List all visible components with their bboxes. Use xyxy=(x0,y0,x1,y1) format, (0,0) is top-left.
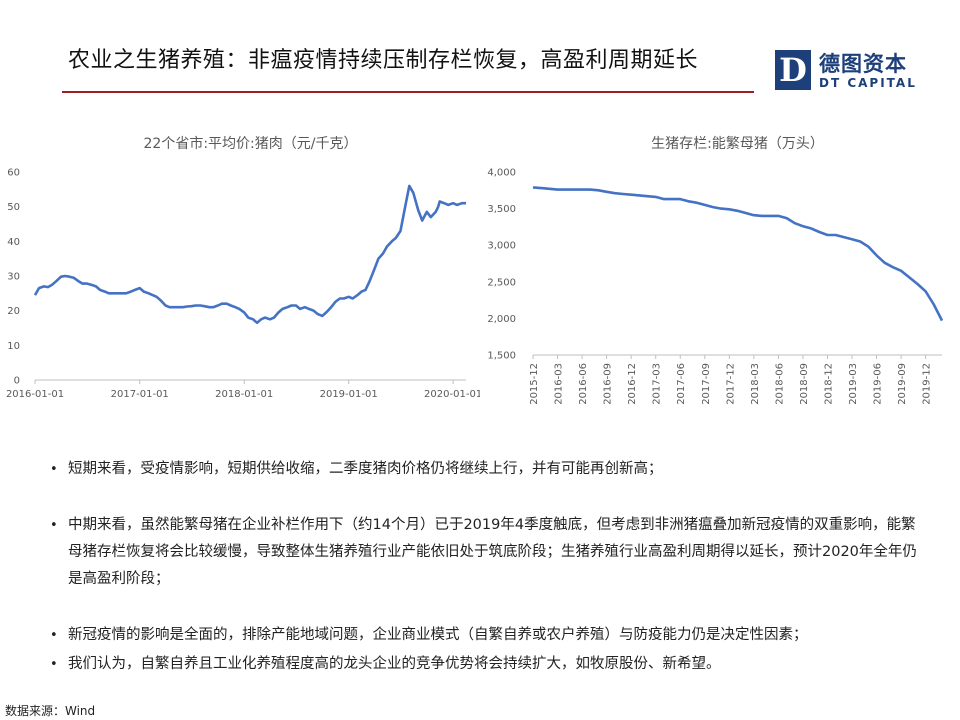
y-tick-label: 40 xyxy=(7,237,20,248)
y-tick-label: 1,500 xyxy=(487,351,516,362)
x-tick-label: 2016-03 xyxy=(554,363,565,405)
x-tick-label: 2017-12 xyxy=(725,363,736,405)
logo-cn-text: 德图资本 xyxy=(819,52,907,76)
x-tick-label: 2019-06 xyxy=(873,363,884,405)
y-tick-label: 60 xyxy=(7,168,20,179)
price-series-line xyxy=(33,184,466,325)
x-tick-label: 2018-12 xyxy=(823,363,834,405)
x-tick-label: 2019-01-01 xyxy=(320,389,378,400)
x-tick-label: 2018-01-01 xyxy=(215,389,273,400)
y-tick-label: 3,500 xyxy=(487,204,516,215)
y-tick-label: 0 xyxy=(14,376,20,387)
x-tick-label: 2018-06 xyxy=(774,363,785,405)
company-logo: D 德图资本 DT CAPITAL xyxy=(775,48,920,94)
y-tick-label: 4,000 xyxy=(487,168,516,179)
pork-price-chart: 22个省市:平均价:猪肉（元/千克） 0 10 20 30 40 50 60 2016-01-0… xyxy=(6,135,480,400)
slide-title: 农业之生猪养殖：非瘟疫情持续压制存栏恢复，高盈利周期延长 xyxy=(68,48,699,73)
x-tick-label: 2019-09 xyxy=(897,363,908,405)
x-tick-label: 2016-01-01 xyxy=(6,389,64,400)
chart-title: 生猪存栏:能繁母猪（万头） xyxy=(651,136,824,152)
x-tick-label: 2017-09 xyxy=(701,363,712,405)
x-tick-label: 2017-03 xyxy=(652,363,663,405)
breeding-sow-chart: 生猪存栏:能繁母猪（万头） 1,500 2,000 2,500 3,000 3,500 4,… xyxy=(487,136,944,405)
title-divider xyxy=(62,91,754,93)
x-tick-label: 2019-03 xyxy=(848,363,859,405)
x-tick-label: 2020-01-01 xyxy=(424,389,480,400)
y-tick-label: 30 xyxy=(7,272,20,283)
x-tick-label: 2018-03 xyxy=(750,363,761,405)
x-tick-label: 2016-09 xyxy=(603,363,614,405)
y-tick-label: 2,000 xyxy=(487,314,516,325)
x-tick-label: 2017-06 xyxy=(676,363,687,405)
x-tick-label: 2016-06 xyxy=(578,363,589,405)
bullet-list: 短期来看，受疫情影响，短期供给收缩，二季度猪肉价格仍将继续上行，并有可能再创新高… xyxy=(50,456,920,678)
logo-en-text: DT CAPITAL xyxy=(819,76,917,90)
bullet-item: 中期来看，虽然能繁母猪在企业补栏作用下（约14个月）已于2019年4季度触底，但… xyxy=(50,512,920,593)
y-tick-label: 50 xyxy=(7,202,20,213)
bullet-item: 我们认为，自繁自养且工业化养殖程度高的龙头企业的竞争优势将会持续扩大，如牧原股份… xyxy=(50,651,920,678)
sow-series-line xyxy=(532,186,944,322)
x-tick-label: 2016-12 xyxy=(627,363,638,405)
x-tick-label: 2015-12 xyxy=(529,363,540,405)
x-tick-label: 2019-12 xyxy=(922,363,933,405)
y-tick-label: 3,000 xyxy=(487,241,516,252)
x-tick-label: 2017-01-01 xyxy=(111,389,169,400)
bullet-item: 短期来看，受疫情影响，短期供给收缩，二季度猪肉价格仍将继续上行，并有可能再创新高… xyxy=(50,456,920,483)
chart-title: 22个省市:平均价:猪肉（元/千克） xyxy=(144,135,358,152)
y-tick-label: 10 xyxy=(7,341,20,352)
bullet-item: 新冠疫情的影响是全面的，排除产能地域问题，企业商业模式（自繁自养或农户养殖）与防… xyxy=(50,622,920,649)
y-tick-label: 20 xyxy=(7,306,20,317)
data-source: 数据来源：Wind xyxy=(5,704,96,718)
y-tick-label: 2,500 xyxy=(487,277,516,288)
x-tick-label: 2018-09 xyxy=(799,363,810,405)
logo-mark-icon: D xyxy=(775,50,811,90)
